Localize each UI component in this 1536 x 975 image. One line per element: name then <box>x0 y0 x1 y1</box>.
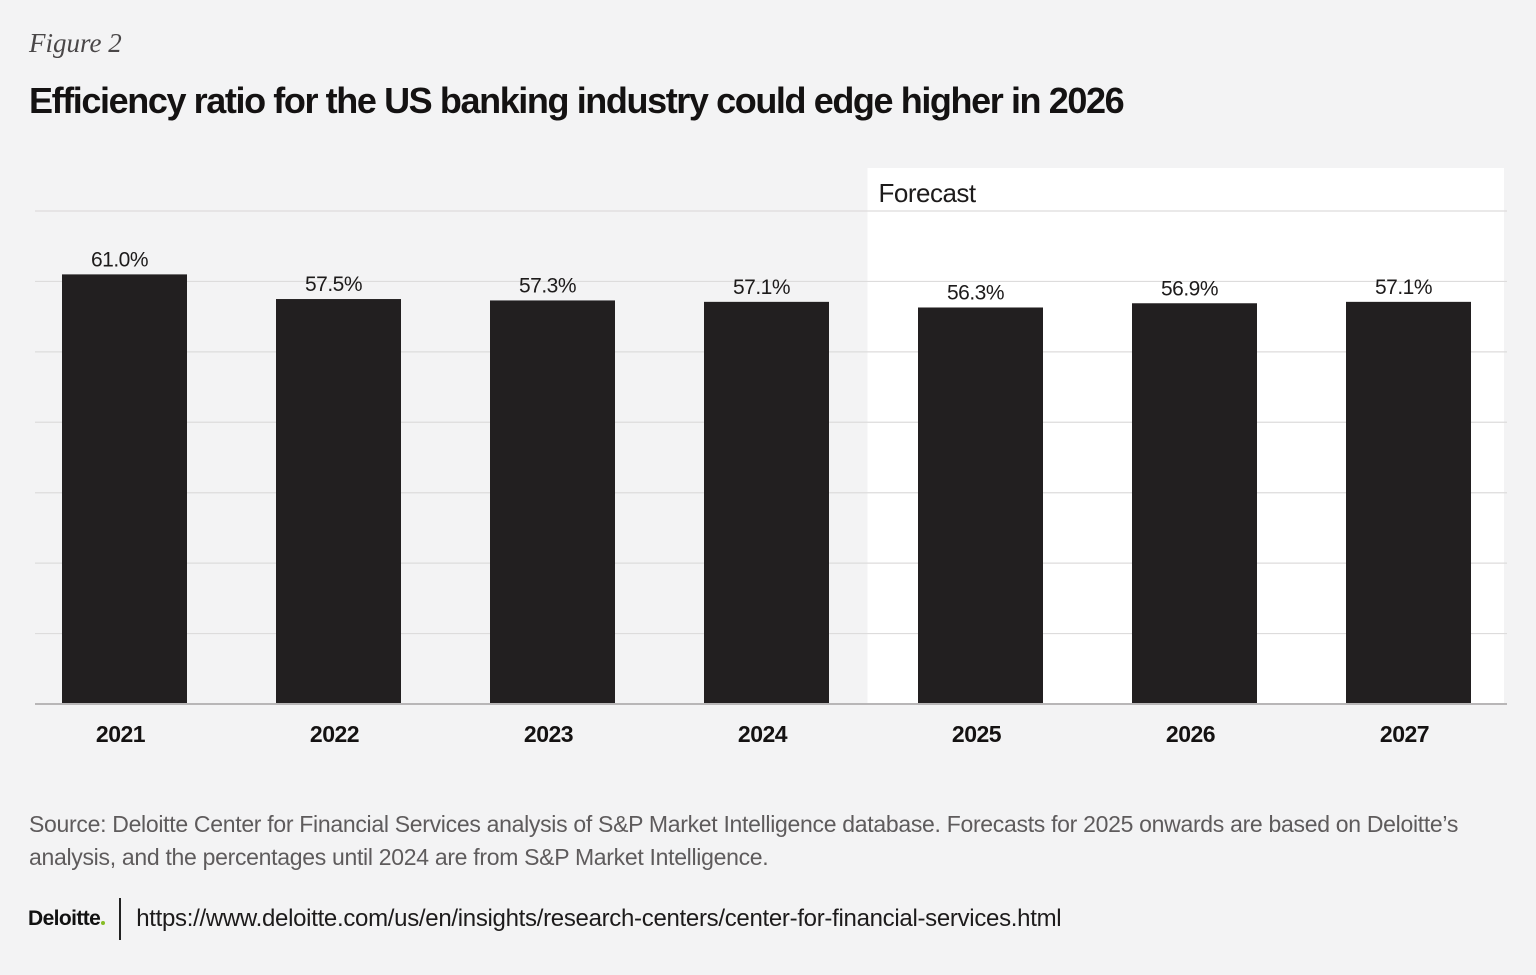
bar-2021 <box>62 274 187 704</box>
value-label-2025: 56.3% <box>947 281 1004 304</box>
figure-label: Figure 2 <box>29 28 122 58</box>
footer-url-link[interactable]: https://www.deloitte.com/us/en/insights/… <box>136 905 1062 932</box>
bar-2024 <box>704 301 829 704</box>
x-tick-2021: 2021 <box>96 721 146 747</box>
brand-dot-icon <box>101 921 106 925</box>
chart-title: Efficiency ratio for the US banking indu… <box>29 80 1125 121</box>
bar-2026 <box>1132 303 1257 704</box>
x-tick-2027: 2027 <box>1380 721 1429 747</box>
x-tick-2023: 2023 <box>524 721 573 747</box>
bar-2025 <box>918 307 1043 704</box>
bars-group <box>62 274 1471 704</box>
deloitte-logo: Deloitte <box>28 907 106 931</box>
footer-divider <box>119 898 122 940</box>
bar-2022 <box>276 299 401 704</box>
value-labels-group: 61.0% 57.5% 57.3% 57.1% 56.3% 56.9% 57.1% <box>91 248 1433 304</box>
brand-name: Deloitte <box>28 907 101 930</box>
value-label-2026: 56.9% <box>1161 277 1218 300</box>
footer: Deloitte https://www.deloitte.com/us/en/… <box>28 897 1062 941</box>
x-tick-2025: 2025 <box>952 721 1002 747</box>
x-tick-2024: 2024 <box>738 721 788 747</box>
source-note: Source: Deloitte Center for Financial Se… <box>29 811 1459 870</box>
value-label-2022: 57.5% <box>305 273 362 296</box>
bar-2027 <box>1346 301 1471 704</box>
x-tick-2026: 2026 <box>1166 721 1215 747</box>
x-tick-2022: 2022 <box>310 721 359 747</box>
value-label-2027: 57.1% <box>1375 276 1432 299</box>
x-axis-tick-labels: 2021 2022 2023 2024 2025 2026 2027 <box>96 721 1430 747</box>
value-label-2024: 57.1% <box>733 276 790 299</box>
bar-chart: Forecast 61.0% 57.5% 57.3% 57.1% 56.3% 56.9% 5… <box>35 168 1507 747</box>
bar-2023 <box>490 300 615 704</box>
forecast-label: Forecast <box>879 178 977 208</box>
value-label-2021: 61.0% <box>91 248 148 271</box>
value-label-2023: 57.3% <box>519 274 576 297</box>
